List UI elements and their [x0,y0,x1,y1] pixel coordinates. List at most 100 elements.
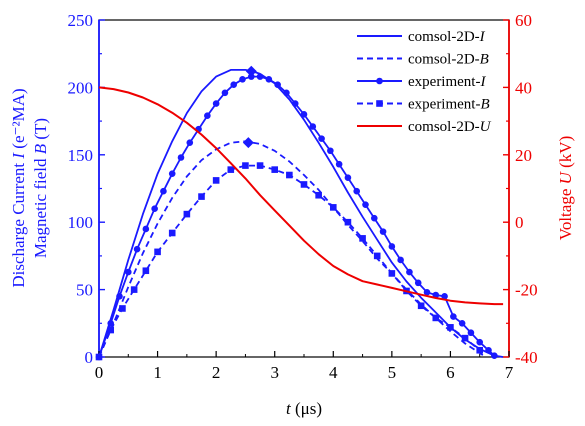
data-point-experiment-i [221,89,229,97]
y-left-tick-label: 150 [68,146,94,165]
data-point-experiment-i [491,352,498,359]
y-left-tick-label: 250 [68,11,94,30]
data-point-experiment-b [142,267,150,275]
data-point-experiment-b [227,166,235,173]
data-point-experiment-i [291,100,299,107]
data-point-experiment-i [142,225,150,233]
y-right-tick-label: 20 [515,146,532,165]
data-point-experiment-b [476,346,484,354]
data-point-experiment-i [476,338,484,346]
data-point-experiment-i [458,320,466,327]
data-point-experiment-b [388,270,396,277]
series-line-experiment-b [98,164,481,358]
data-point-experiment-b [95,353,103,361]
data-point-experiment-i [133,245,141,253]
data-point-experiment-i [327,147,334,155]
x-tick-label: 6 [446,363,455,382]
data-point-experiment-i [406,268,413,276]
data-point-experiment-b [183,210,191,218]
series-comsol-2d-u [98,86,504,306]
x-tick-label: 4 [329,363,338,382]
y-right-tick-label: -40 [515,348,538,367]
data-point-experiment-b [212,177,220,184]
data-point-experiment-b [154,248,161,256]
data-point-experiment-i [230,81,238,89]
data-point-experiment-b [300,181,308,188]
data-point-experiment-i [309,123,317,130]
legend-item-experiment-b: experiment-B [357,97,490,113]
y-left-tick-label: 100 [68,213,94,232]
legend-item-experiment-i: experiment-I [357,74,486,90]
data-point-experiment-i [300,111,308,118]
legend-label: comsol-2D-B [408,52,489,68]
data-point-experiment-b [271,166,279,173]
data-point-experiment-i [124,268,132,276]
y-right-tick-label: 40 [515,78,532,97]
data-point-experiment-i [370,214,378,222]
x-axis-title: t (μs) [286,399,322,418]
series-comsol-2d-b [98,140,487,358]
y-axis-title-left-line2: Magnetic field B (T) [31,118,50,258]
x-tick-label: 5 [388,363,397,382]
y-right-tick-label: -20 [515,281,538,300]
data-point-experiment-i [212,100,220,107]
data-point-experiment-i [353,187,361,195]
x-tick-label: 2 [212,363,221,382]
y-left-tick-label: 0 [85,348,94,367]
data-point-experiment-b [242,162,249,169]
data-point-experiment-b [107,326,115,334]
data-point-experiment-i [160,187,167,195]
y-right-tick-label: 60 [515,11,532,30]
peak-marker [245,65,257,77]
x-tick-label: 3 [270,363,279,382]
peak-marker [242,137,254,149]
y-axis-title-left-line1: Discharge Current I (e⁻²MA) [9,88,28,287]
data-point-experiment-b [359,235,366,242]
data-point-experiment-b [168,229,176,237]
data-point-experiment-i [186,139,194,146]
data-point-experiment-i [441,293,448,300]
y-left-tick-label: 50 [76,281,93,300]
data-point-experiment-i [414,279,422,287]
legend-item-comsol-2d-i: comsol-2D-I [357,29,486,45]
data-point-experiment-i [265,76,273,83]
data-point-experiment-b [286,171,293,179]
legend: comsol-2D-I comsol-2D-B experiment-I experi… [357,29,492,135]
legend-label: comsol-2D-I [408,29,486,45]
data-point-experiment-i [274,81,281,89]
data-point-experiment-i [335,160,343,168]
data-point-experiment-b [344,218,352,226]
x-tick-label: 0 [95,363,104,382]
data-point-experiment-b [315,191,322,199]
legend-item-comsol-2d-u: comsol-2D-U [357,119,492,135]
data-point-experiment-i [177,154,185,161]
data-point-experiment-i [379,228,387,235]
data-point-experiment-i [467,329,475,337]
data-point-experiment-i [239,76,246,83]
data-point-experiment-i [397,256,404,264]
data-point-experiment-i [204,112,211,120]
data-point-experiment-b [329,204,337,211]
series-layer [95,65,504,361]
y-axis-title-right: Voltage U (kV) [556,136,575,241]
x-tick-label: 1 [153,363,162,382]
data-point-experiment-b [256,162,264,169]
data-point-experiment-i [116,293,123,300]
legend-marker [376,77,383,85]
data-point-experiment-b [432,314,440,322]
tick-labels: 0 1 2 3 4 5 6 7 0 50 100 150 200 250 -40 -20 0 20 40 60 [68,11,538,382]
data-point-experiment-i [450,313,457,320]
data-point-experiment-i [344,174,352,182]
data-point-experiment-i [256,73,264,80]
y-left-tick-label: 200 [68,78,94,97]
data-point-experiment-b [198,193,205,200]
data-point-experiment-b [417,302,425,310]
data-point-experiment-b [447,324,454,331]
data-point-experiment-i [151,205,158,213]
x-tick-label: 7 [505,363,514,382]
y-right-tick-label: 0 [515,213,524,232]
series-line-comsol-2d-b [98,140,487,358]
legend-label: comsol-2D-U [408,119,492,135]
data-point-experiment-b [130,286,138,293]
